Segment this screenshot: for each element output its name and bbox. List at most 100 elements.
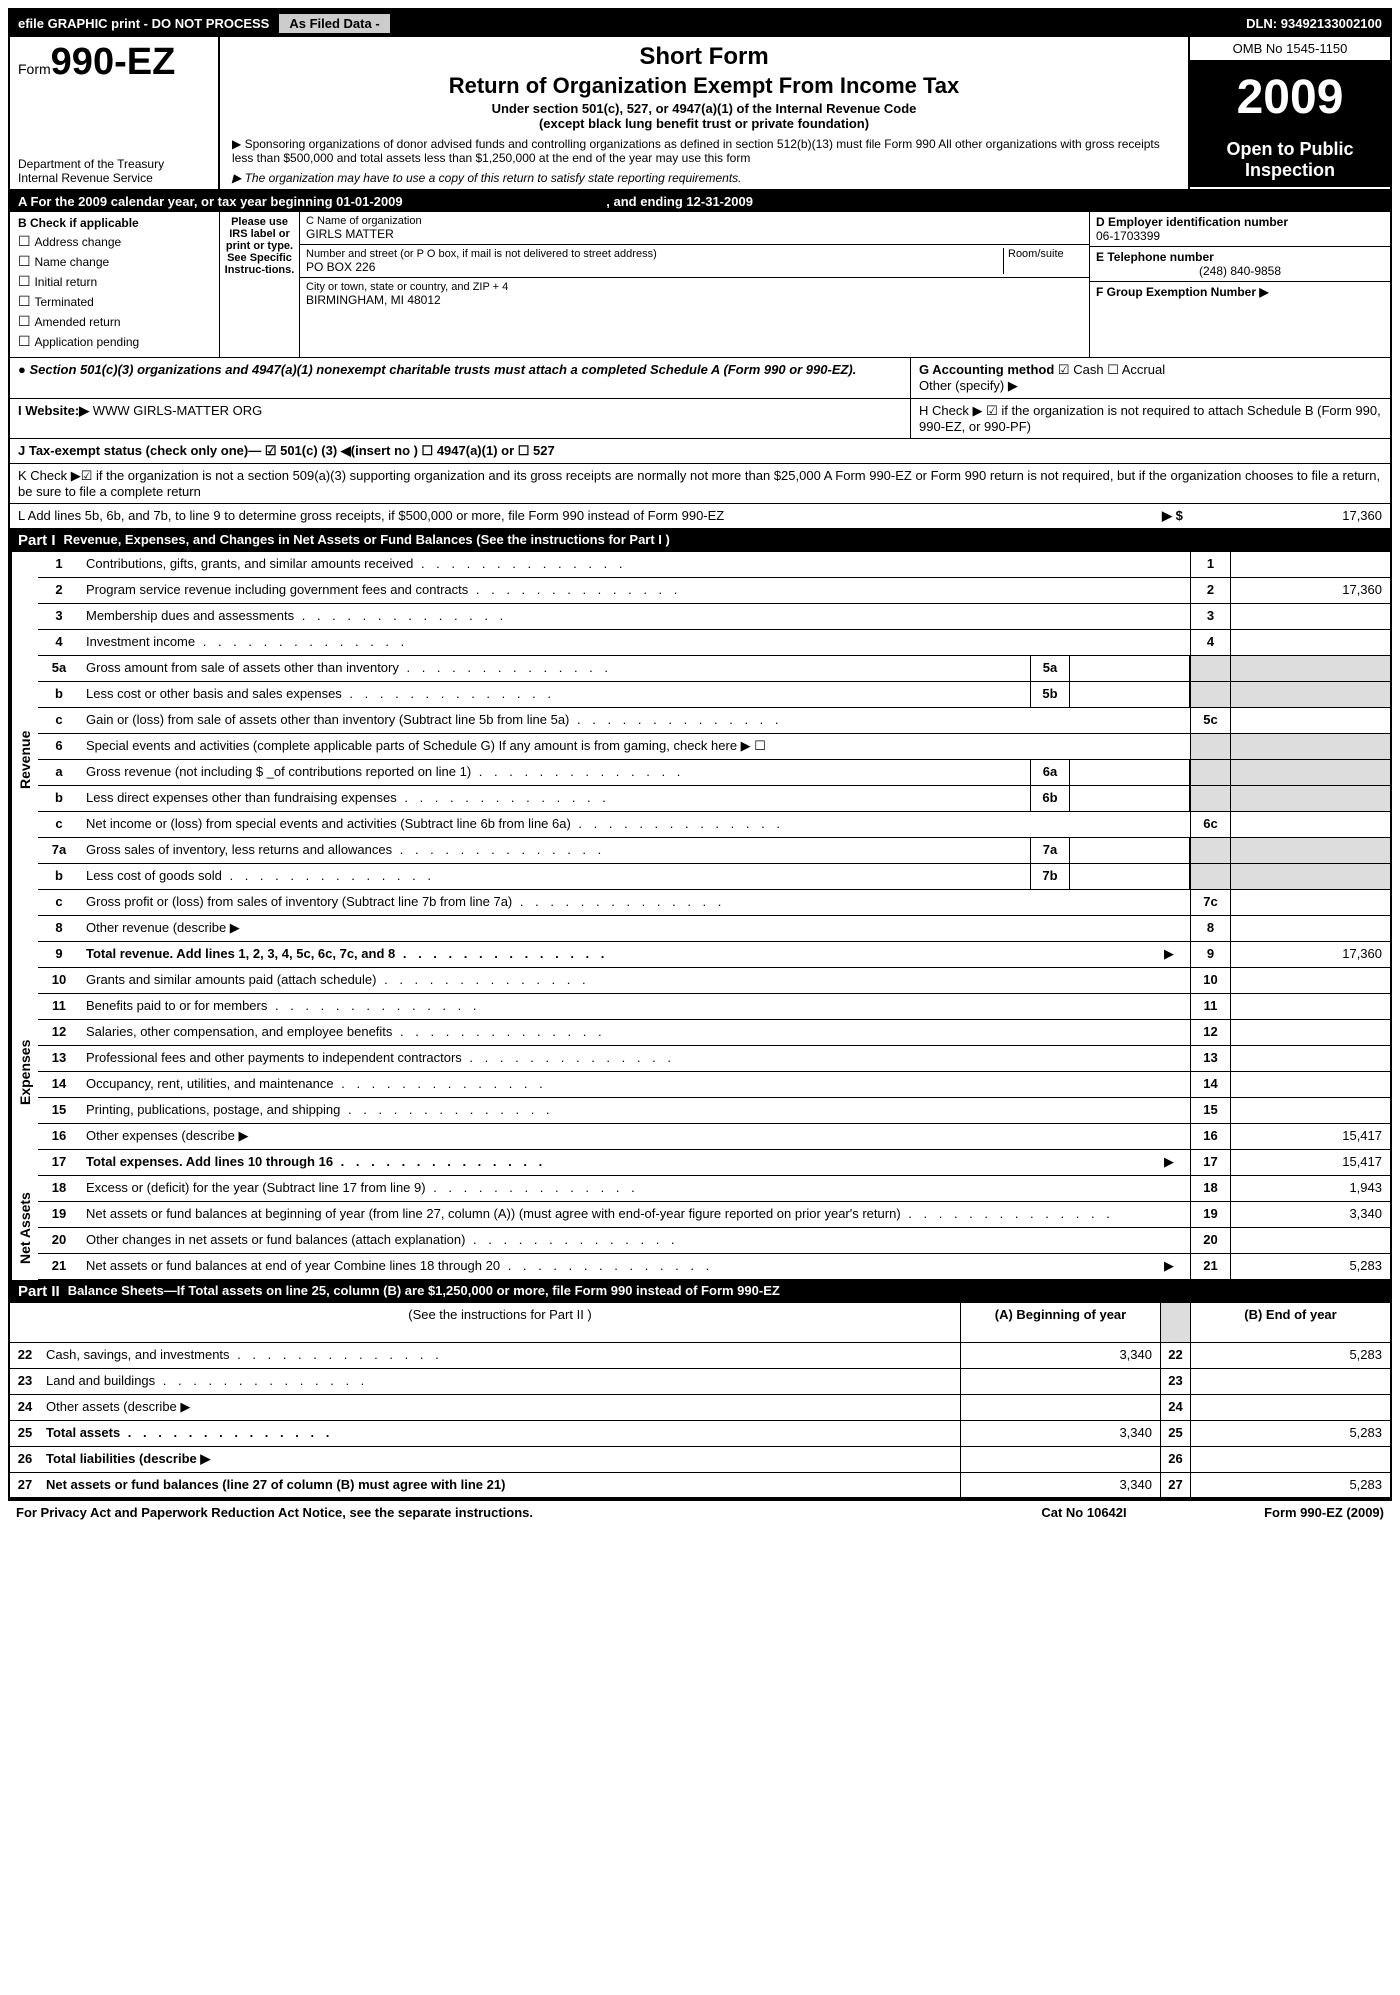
l13d: Professional fees and other payments to … xyxy=(80,1046,1190,1071)
l20ev xyxy=(1230,1228,1390,1253)
check-amended[interactable]: Amended return xyxy=(18,313,211,330)
header-left: Form990-EZ Department of the Treasury In… xyxy=(10,37,220,189)
l18n: 18 xyxy=(38,1176,80,1201)
header-row: Form990-EZ Department of the Treasury In… xyxy=(10,37,1390,191)
l5ad: Gross amount from sale of assets other t… xyxy=(80,656,1030,681)
info-block: B Check if applicable Address change Nam… xyxy=(10,212,1390,358)
l7amv xyxy=(1070,838,1190,863)
l5cev xyxy=(1230,708,1390,733)
bs27n: 27 xyxy=(10,1473,40,1497)
bs26d: Total liabilities (describe ▶ xyxy=(40,1447,960,1472)
l17en: 17 xyxy=(1190,1150,1230,1175)
l6ben xyxy=(1190,786,1230,811)
top-bar: efile GRAPHIC print - DO NOT PROCESS As … xyxy=(10,10,1390,37)
l5bmn: 5b xyxy=(1030,682,1070,707)
l4n: 4 xyxy=(38,630,80,655)
bs23n: 23 xyxy=(10,1369,40,1394)
l21n: 21 xyxy=(38,1254,80,1279)
ein: 06-1703399 xyxy=(1096,229,1384,243)
g-accrual[interactable] xyxy=(1107,362,1122,377)
bs23d: Land and buildings xyxy=(40,1369,960,1394)
l16d: Other expenses (describe ▶ xyxy=(80,1124,1190,1149)
addr: PO BOX 226 xyxy=(306,260,1003,274)
l20n: 20 xyxy=(38,1228,80,1253)
l5amv xyxy=(1070,656,1190,681)
l14en: 14 xyxy=(1190,1072,1230,1097)
bs27d: Net assets or fund balances (line 27 of … xyxy=(40,1473,960,1497)
g-label: G Accounting method xyxy=(919,362,1054,377)
l14n: 14 xyxy=(38,1072,80,1097)
form-prefix: Form xyxy=(18,61,51,77)
g-cash[interactable] xyxy=(1058,362,1073,377)
bs27rn: 27 xyxy=(1160,1473,1190,1497)
check-name-change[interactable]: Name change xyxy=(18,253,211,270)
l18en: 18 xyxy=(1190,1176,1230,1201)
l6ad: Gross revenue (not including $ _of contr… xyxy=(80,760,1030,785)
col-def: D Employer identification number 06-1703… xyxy=(1090,212,1390,357)
bs23a xyxy=(960,1369,1160,1394)
note2: ▶ The organization may have to use a cop… xyxy=(232,171,1176,185)
efile-text: efile GRAPHIC print - DO NOT PROCESS xyxy=(18,16,269,31)
section-a-ending: , and ending 12-31-2009 xyxy=(606,194,753,209)
l3d: Membership dues and assessments xyxy=(80,604,1190,629)
l3n: 3 xyxy=(38,604,80,629)
l19ev: 3,340 xyxy=(1230,1202,1390,1227)
bs26n: 26 xyxy=(10,1447,40,1472)
d-row: D Employer identification number 06-1703… xyxy=(1090,212,1390,247)
l6amv xyxy=(1070,760,1190,785)
title1: Short Form xyxy=(232,43,1176,71)
l9n: 9 xyxy=(38,942,80,967)
revenue-section: Revenue 1Contributions, gifts, grants, a… xyxy=(10,552,1390,968)
dept2: Internal Revenue Service xyxy=(18,171,210,185)
city: BIRMINGHAM, MI 48012 xyxy=(306,293,1083,307)
footer-row: For Privacy Act and Paperwork Reduction … xyxy=(8,1501,1392,1524)
dept1: Department of the Treasury xyxy=(18,157,210,171)
asfiled-btn: As Filed Data - xyxy=(279,14,389,33)
e-row: E Telephone number (248) 840-9858 xyxy=(1090,247,1390,282)
bs25b: 5,283 xyxy=(1190,1421,1390,1446)
l13ev xyxy=(1230,1046,1390,1071)
bs26rn: 26 xyxy=(1160,1447,1190,1472)
form-number-block: Form990-EZ xyxy=(18,41,210,84)
l3en: 3 xyxy=(1190,604,1230,629)
check-initial-return[interactable]: Initial return xyxy=(18,273,211,290)
l20en: 20 xyxy=(1190,1228,1230,1253)
l1ev xyxy=(1230,552,1390,577)
netassets-lines: 18Excess or (deficit) for the year (Subt… xyxy=(38,1176,1390,1280)
bs22d: Cash, savings, and investments xyxy=(40,1343,960,1368)
bs24d: Other assets (describe ▶ xyxy=(40,1395,960,1420)
l18ev: 1,943 xyxy=(1230,1176,1390,1201)
section-a-row: A For the 2009 calendar year, or tax yea… xyxy=(10,191,1390,212)
l1n: 1 xyxy=(38,552,80,577)
omb: OMB No 1545-1150 xyxy=(1190,37,1390,62)
i-label: I Website:▶ xyxy=(18,403,89,418)
section-l-val: 17,360 xyxy=(1222,508,1382,524)
l15n: 15 xyxy=(38,1098,80,1123)
bs24n: 24 xyxy=(10,1395,40,1420)
l14ev xyxy=(1230,1072,1390,1097)
phone: (248) 840-9858 xyxy=(1096,264,1384,278)
l7aen xyxy=(1190,838,1230,863)
check-pending[interactable]: Application pending xyxy=(18,333,211,350)
l10n: 10 xyxy=(38,968,80,993)
l5aev xyxy=(1230,656,1390,681)
check-terminated[interactable]: Terminated xyxy=(18,293,211,310)
room-label: Room/suite xyxy=(1003,248,1083,274)
section-g: G Accounting method Cash Accrual Other (… xyxy=(910,358,1390,398)
l5ben xyxy=(1190,682,1230,707)
subtitle1: Under section 501(c), 527, or 4947(a)(1)… xyxy=(232,101,1176,116)
l12en: 12 xyxy=(1190,1020,1230,1045)
l15ev xyxy=(1230,1098,1390,1123)
l6n: 6 xyxy=(38,734,80,759)
bs23b xyxy=(1190,1369,1390,1394)
check-address-change[interactable]: Address change xyxy=(18,233,211,250)
bs25n: 25 xyxy=(10,1421,40,1446)
l5bn: b xyxy=(38,682,80,707)
bs26b xyxy=(1190,1447,1390,1472)
netassets-section: Net Assets 18Excess or (deficit) for the… xyxy=(10,1176,1390,1280)
dln-label: DLN: xyxy=(1246,16,1277,31)
l6bn: b xyxy=(38,786,80,811)
l19en: 19 xyxy=(1190,1202,1230,1227)
form-990ez: efile GRAPHIC print - DO NOT PROCESS As … xyxy=(8,8,1392,1501)
section-l-row: L Add lines 5b, 6b, and 7b, to line 9 to… xyxy=(10,504,1390,529)
